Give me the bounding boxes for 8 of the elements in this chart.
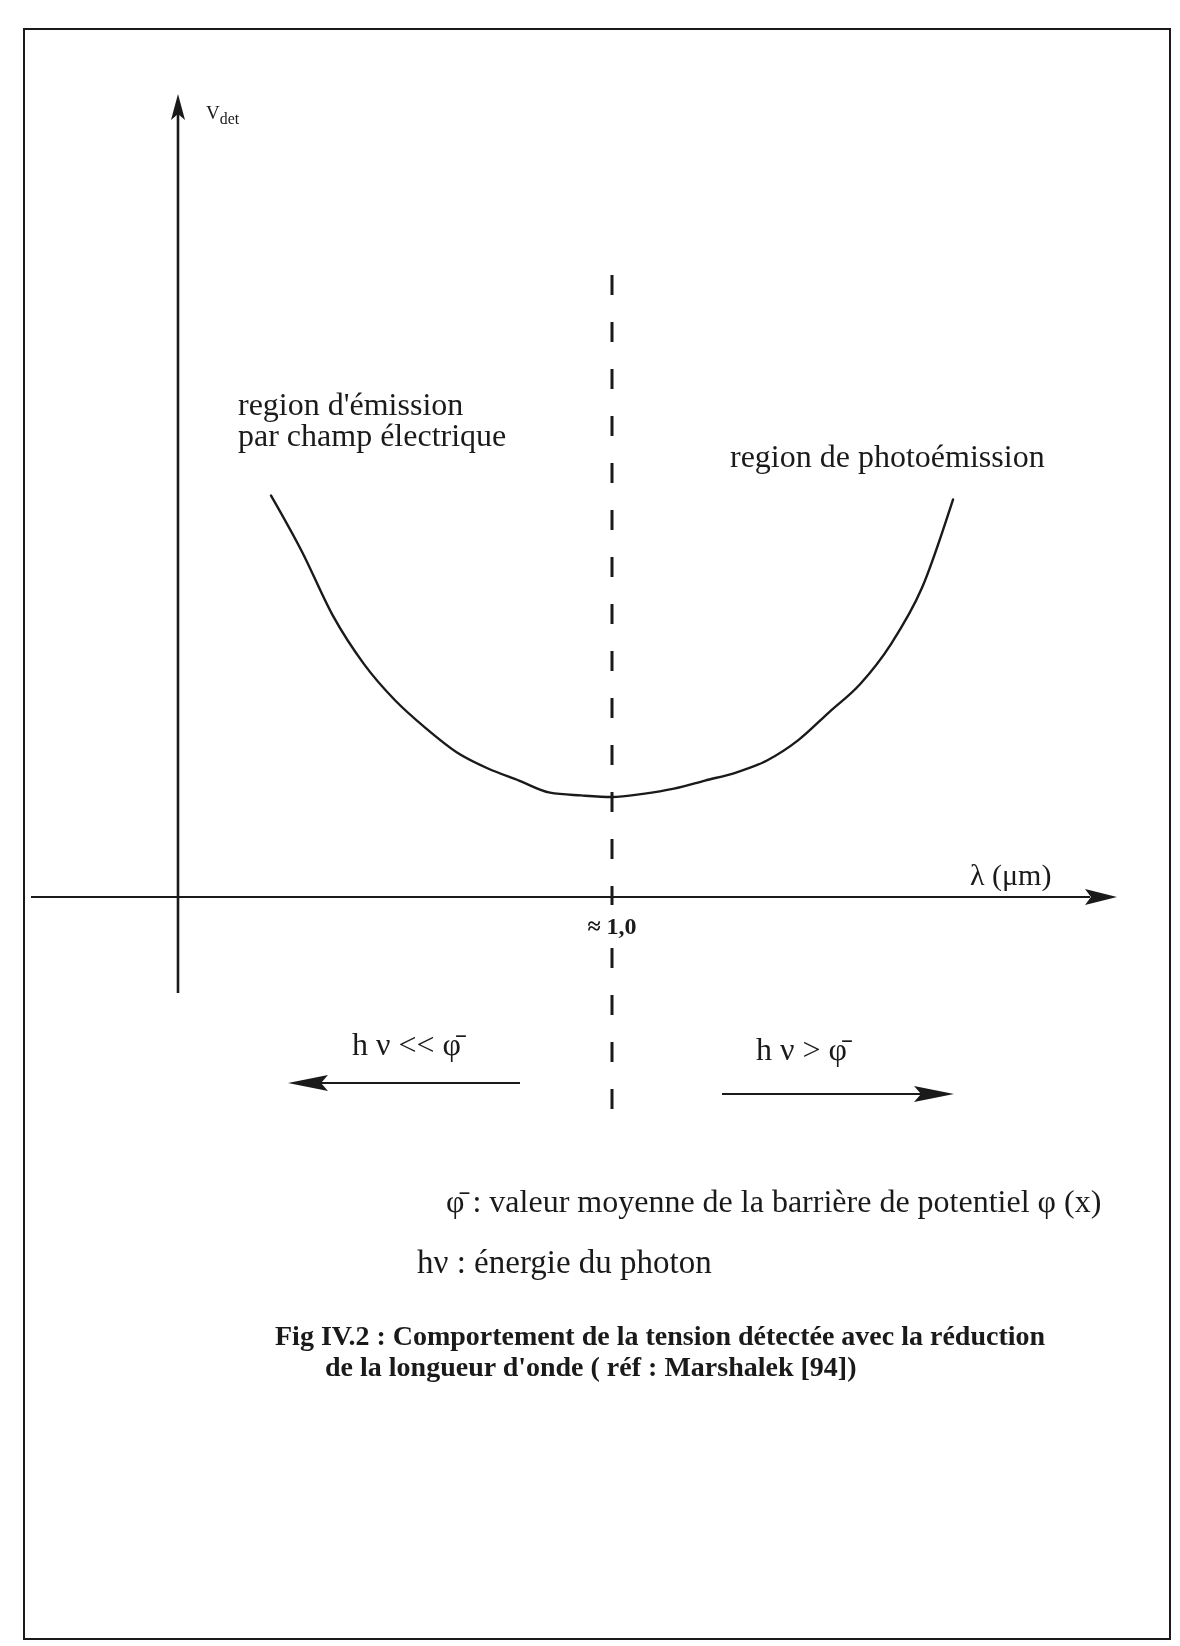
text: region d'émission par champ électrique <box>238 386 507 453</box>
text: hν : énergie du photon <box>417 1244 712 1280</box>
x-axis-title: λ (μm) <box>970 858 1052 891</box>
text: V$_{det}$ <box>206 102 240 127</box>
text: ≈ 1,0 <box>587 913 637 940</box>
text: Fig IV.2 : Comportement de la tension détectée avec la réduction de la longueur d'onde ( réf : Marshalek [94]) <box>275 1320 1046 1382</box>
text: region de photoémission <box>730 438 1045 474</box>
text: φ̄ : valeur moyenne de la barrière de potentiel φ (x) <box>446 1183 1102 1219</box>
